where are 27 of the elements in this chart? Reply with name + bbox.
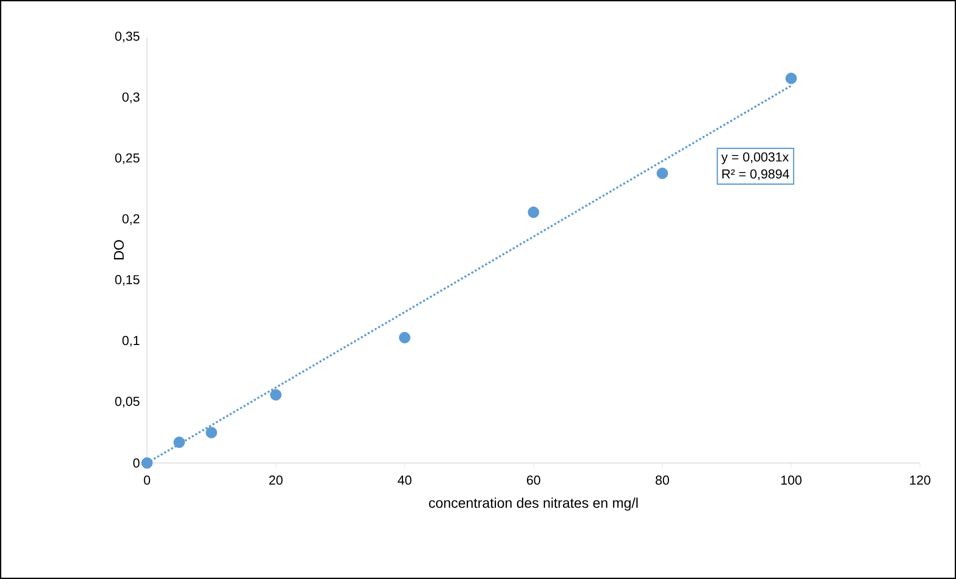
point [206, 426, 218, 438]
point [141, 457, 153, 469]
x-tick-label: 20 [269, 476, 283, 485]
x-tick-label: 60 [526, 476, 540, 485]
x-axis-title: concentration des nitrates en mg/l [429, 498, 638, 511]
annotation: y = 0,0031x [721, 152, 789, 164]
x-tick-label: 80 [656, 476, 670, 485]
y-tick-label: 0,2 [122, 214, 140, 225]
point [785, 72, 797, 84]
y-axis-title: DO [114, 240, 124, 260]
y-tick-label: 0,35 [115, 32, 140, 42]
y-tick-label: 0,3 [122, 92, 140, 104]
y-tick-label: 0,25 [115, 153, 140, 164]
point [398, 332, 410, 344]
y-tick-label: 0,15 [115, 275, 140, 286]
x-tick-label: 40 [398, 476, 412, 485]
point [270, 389, 282, 401]
point [174, 436, 185, 448]
y-tick-label: 0,05 [115, 396, 140, 408]
x-tick-label: 120 [910, 476, 930, 485]
y-tick-label: 0 [133, 458, 140, 468]
point [528, 206, 540, 218]
x-tick-label: 0 [144, 476, 150, 485]
x-tick-label: 100 [781, 476, 802, 485]
annotation: R² = 0,9894 [722, 169, 790, 180]
y-tick-label: 0,1 [122, 336, 140, 347]
point [656, 168, 668, 180]
